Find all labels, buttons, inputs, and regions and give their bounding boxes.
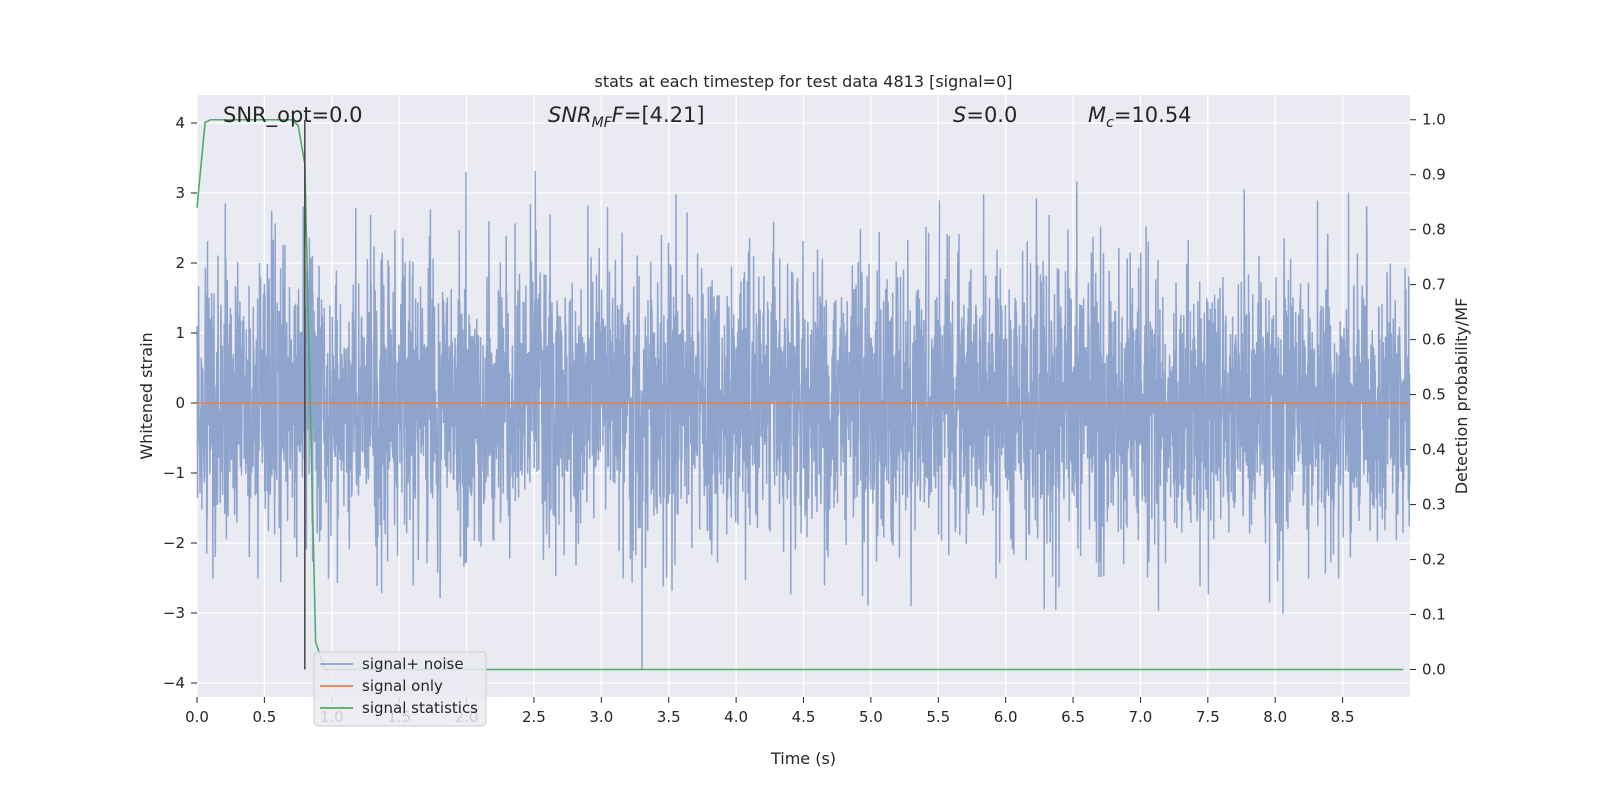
snr-mf-subscript: MF — [592, 115, 613, 131]
x-axis-label: Time (s) — [770, 749, 836, 768]
x-tick-label: 4.5 — [792, 708, 816, 726]
x-tick-label: 2.5 — [522, 708, 546, 726]
mc-value: =10.54 — [1114, 103, 1192, 127]
series-line-signal-noise — [196, 170, 1411, 670]
mc-label: M — [1088, 103, 1106, 127]
annotation-snr-mf: SNRMFF=[4.21] — [548, 103, 705, 131]
annotation-mc: Mc=10.54 — [1088, 103, 1192, 131]
s-label: S — [953, 103, 966, 127]
left-y-tick-label: 4 — [175, 114, 185, 132]
right-y-tick-label: 0.5 — [1422, 386, 1446, 404]
right-y-axis: 0.0 0.1 0.2 0.3 0.4 0.5 0.6 0.7 0.8 0.9 1.0 — [1410, 111, 1446, 679]
right-y-tick-label: 0.0 — [1422, 661, 1446, 679]
legend-label: signal statistics — [362, 699, 478, 717]
x-tick-label: 0.0 — [185, 708, 209, 726]
annotation-s: S=0.0 — [953, 103, 1017, 127]
left-y-tick-label: 1 — [175, 324, 185, 342]
x-tick-label: 4.0 — [724, 708, 748, 726]
right-y-tick-label: 0.7 — [1422, 276, 1446, 294]
x-tick-label: 6.5 — [1061, 708, 1085, 726]
x-tick-label: 6.0 — [994, 708, 1018, 726]
left-y-tick-label: −3 — [163, 604, 185, 622]
legend-label: signal+ noise — [362, 655, 464, 673]
left-y-tick-label: −4 — [163, 674, 185, 692]
right-y-tick-label: 1.0 — [1422, 111, 1446, 129]
s-value: =0.0 — [966, 103, 1017, 127]
left-y-tick-label: 3 — [175, 184, 185, 202]
x-tick-label: 7.0 — [1129, 708, 1153, 726]
right-y-tick-label: 0.1 — [1422, 606, 1446, 624]
left-y-tick-label: −1 — [163, 464, 185, 482]
left-y-axis: −4 −3 −2 −1 0 1 2 3 4 — [163, 114, 197, 692]
overlay-series — [196, 118, 1410, 671]
left-y-tick-label: −2 — [163, 534, 185, 552]
x-tick-label: 0.5 — [252, 708, 276, 726]
left-y-axis-label: Whitened strain — [137, 332, 156, 459]
snr-mf-suffix: F — [612, 103, 625, 127]
right-y-tick-label: 0.6 — [1422, 331, 1446, 349]
x-tick-label: 8.0 — [1263, 708, 1287, 726]
legend: signal+ noise signal only signal statistic… — [313, 651, 487, 727]
right-y-axis-label: Detection probability/MF — [1452, 298, 1471, 495]
right-y-tick-label: 0.2 — [1422, 551, 1446, 569]
right-y-tick-label: 0.9 — [1422, 166, 1446, 184]
signal-noise-series — [196, 170, 1411, 670]
snr-mf-prefix: SNR — [548, 103, 592, 127]
snr-mf-value: =[4.21] — [624, 103, 705, 127]
left-y-tick-label: 2 — [175, 254, 185, 272]
chart-title: stats at each timestep for test data 481… — [594, 72, 1012, 91]
legend-box — [313, 651, 487, 727]
annotation-snr-opt: SNR_opt=0.0 — [223, 103, 363, 128]
left-y-tick-label: 0 — [175, 394, 185, 412]
x-tick-label: 7.5 — [1196, 708, 1220, 726]
mc-subscript: c — [1106, 115, 1114, 131]
legend-label: signal only — [362, 677, 443, 695]
x-tick-label: 5.5 — [926, 708, 950, 726]
x-tick-label: 5.0 — [859, 708, 883, 726]
x-tick-label: 3.5 — [657, 708, 681, 726]
x-tick-label: 3.0 — [589, 708, 613, 726]
right-y-tick-label: 0.8 — [1422, 221, 1446, 239]
x-tick-label: 8.5 — [1331, 708, 1355, 726]
right-y-tick-label: 0.4 — [1422, 441, 1446, 459]
right-y-tick-label: 0.3 — [1422, 496, 1446, 514]
